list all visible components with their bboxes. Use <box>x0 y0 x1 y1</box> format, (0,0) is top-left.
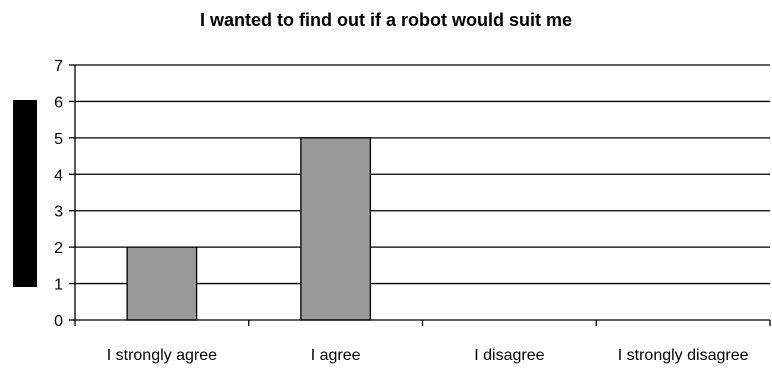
y-tick-label: 7 <box>54 58 63 75</box>
y-tick-labels: 0 1 2 3 4 5 6 7 <box>54 58 63 330</box>
y-axis-title-redaction <box>13 100 37 287</box>
y-tick-label: 4 <box>54 167 63 184</box>
y-tick-label: 5 <box>54 131 63 148</box>
y-tick-label: 3 <box>54 204 63 221</box>
x-tick-label: I agree <box>311 347 361 364</box>
y-tick-label: 6 <box>54 94 63 111</box>
y-tick-label: 2 <box>54 240 63 257</box>
x-tick-label: I strongly disagree <box>618 347 749 364</box>
y-tick-label: 0 <box>54 313 63 330</box>
x-tick-label: I strongly agree <box>107 347 217 364</box>
axes <box>69 64 771 326</box>
bar <box>126 246 198 321</box>
chart-title: I wanted to find out if a robot would su… <box>200 10 572 30</box>
bars <box>126 137 372 321</box>
x-tick-labels: I strongly agree I agree I disagree I stron… <box>107 347 749 364</box>
bar <box>300 137 372 321</box>
x-tick-label: I disagree <box>474 347 544 364</box>
y-tick-label: 1 <box>54 277 63 294</box>
